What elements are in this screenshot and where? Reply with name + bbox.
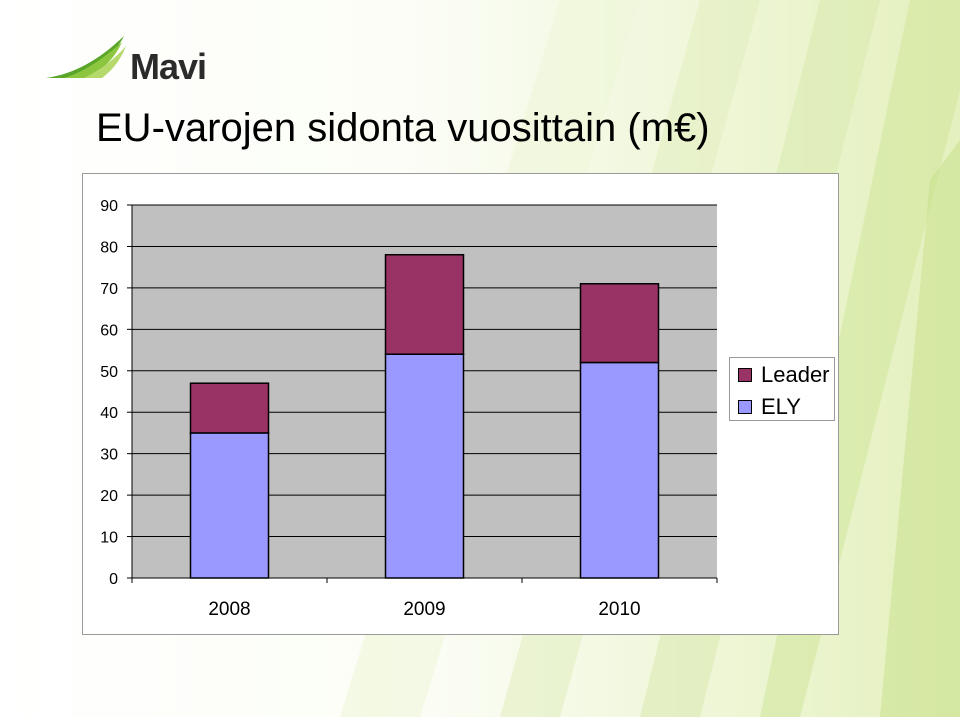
y-tick-label: 30 <box>100 447 118 464</box>
bar-ely-2010 <box>579 361 660 579</box>
bar-leader-2009 <box>384 253 465 355</box>
x-tick-label: 2010 <box>598 599 640 620</box>
stacked-bar-chart: 0 10 20 30 40 50 60 70 80 90 2008 2009 2010 <box>100 198 718 620</box>
bar-ely-2008 <box>189 432 270 579</box>
y-tick-label: 80 <box>100 239 118 256</box>
y-tick-label: 60 <box>100 322 118 339</box>
y-tick-label: 40 <box>100 405 118 422</box>
page-title: EU-varojen sidonta vuosittain (m€) <box>96 106 710 150</box>
legend-swatch-ely <box>738 400 752 414</box>
y-tick-label: 70 <box>100 281 118 298</box>
bar-leader-2008 <box>189 382 270 434</box>
legend-label-ely: ELY <box>761 394 801 419</box>
mavi-logo: Mavi <box>44 32 207 87</box>
y-tick-label: 20 <box>100 488 118 505</box>
chart-frame: 0 10 20 30 40 50 60 70 80 90 2008 2009 2010 <box>82 173 839 635</box>
legend-item-ely: ELY <box>738 394 801 419</box>
legend-swatch-leader <box>738 368 752 382</box>
leaf-logo-icon <box>46 36 126 78</box>
x-tick-label: 2009 <box>403 599 445 620</box>
legend-item-leader: Leader <box>738 362 830 387</box>
y-tick-label: 90 <box>100 198 118 215</box>
y-tick-label: 50 <box>100 364 118 381</box>
bar-leader-2010 <box>579 282 660 364</box>
x-tick-label: 2008 <box>208 599 250 620</box>
chart-legend: Leader ELY <box>729 357 835 421</box>
bar-ely-2009 <box>384 353 465 579</box>
logo-text: Mavi <box>130 46 207 87</box>
legend-label-leader: Leader <box>761 362 830 387</box>
y-tick-label: 0 <box>109 571 118 588</box>
y-tick-label: 10 <box>100 530 118 547</box>
